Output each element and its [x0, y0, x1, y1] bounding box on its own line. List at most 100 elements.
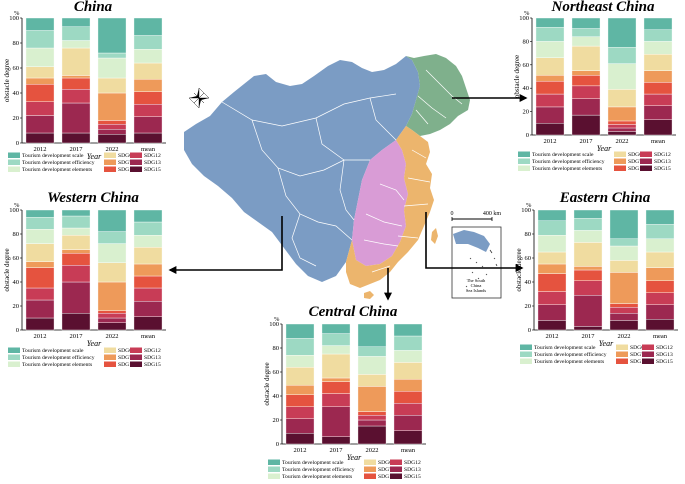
- region-western: [184, 56, 420, 282]
- bar-segment-sdg12-2017: [573, 280, 603, 296]
- legend-label: Tourism development scale: [22, 153, 84, 159]
- bar-segment-sdg15-2017: [61, 313, 91, 331]
- bar-segment-sdg13-2022: [607, 127, 637, 132]
- bar-segment-sdg7-mean: [393, 379, 423, 392]
- bar-segment-sdg12-2012: [537, 291, 567, 306]
- bar-segment-sdg15-2022: [607, 131, 637, 136]
- bar-segment-sdg12-2012: [25, 287, 55, 301]
- legend-swatch-sdg6: [364, 459, 376, 465]
- x-tick-label: 2017: [582, 333, 596, 340]
- bar-segment-sdg6-mean: [133, 62, 163, 80]
- chart-title: Northeast China: [551, 0, 655, 15]
- legend-swatch-sdg11: [104, 361, 116, 367]
- bar-segment-sdg3-mean: [643, 41, 673, 55]
- x-axis-label: Year: [87, 152, 102, 161]
- legend-swatch-sdg2: [518, 158, 530, 164]
- bar-segment-sdg15-2017: [61, 132, 91, 144]
- legend-swatch-sdg1: [520, 344, 532, 350]
- bar-segment-sdg1-mean: [643, 17, 673, 30]
- legend-swatch-sdg11: [104, 166, 116, 172]
- y-tick-label: 60: [523, 62, 530, 69]
- y-tick-label: 60: [13, 255, 20, 262]
- bar-segment-sdg6-2017: [571, 45, 601, 71]
- x-tick-label: 2012: [294, 447, 307, 454]
- bar-segment-sdg2-2012: [285, 338, 315, 356]
- x-tick-label: mean: [651, 138, 666, 145]
- legend-label: SDG6: [118, 348, 132, 354]
- inset-label-3: Sea Islands: [466, 288, 487, 293]
- x-tick-label: 2012: [34, 146, 47, 153]
- legend-label: SDG12: [144, 153, 161, 159]
- bar-segment-sdg12-2012: [285, 406, 315, 419]
- bar-segment-sdg13-mean: [643, 105, 673, 120]
- legend-swatch-sdg7: [614, 158, 626, 164]
- legend-label: Tourism development scale: [534, 345, 596, 351]
- y-axis-label: obstacle degree: [513, 55, 521, 98]
- bar-segment-sdg11-mean: [133, 275, 163, 289]
- bar-segment-sdg12-2017: [61, 265, 91, 283]
- scale-distance: 400 km: [483, 211, 502, 217]
- chart-title: Western China: [47, 190, 139, 206]
- bar-segment-sdg6-2022: [607, 89, 637, 108]
- bar-segment-sdg12-2012: [25, 101, 55, 116]
- bar-segment-sdg15-2012: [537, 320, 567, 331]
- compass-rose-icon: [188, 87, 210, 109]
- bar-segment-sdg7-2012: [537, 263, 567, 274]
- bar-segment-sdg2-mean: [643, 29, 673, 42]
- bar-segment-sdg13-2022: [609, 313, 639, 321]
- bar-segment-sdg6-mean: [645, 251, 675, 268]
- inset-label-2: China: [471, 283, 482, 288]
- bar-segment-sdg15-2017: [321, 436, 351, 445]
- bar-segment-sdg2-2022: [97, 231, 127, 244]
- y-unit: %: [524, 10, 530, 17]
- bar-segment-sdg11-2012: [285, 394, 315, 407]
- bar-segment-sdg11-2017: [571, 75, 601, 87]
- bar-segment-sdg15-mean: [133, 132, 163, 144]
- legend-label: SDG6: [378, 460, 392, 466]
- bar-segment-sdg6-2022: [357, 374, 387, 387]
- x-tick-label: mean: [653, 333, 668, 340]
- y-axis-label: obstacle degree: [263, 362, 271, 405]
- legend-swatch-sdg2: [8, 354, 20, 360]
- legend-label: Tourism development elements: [22, 167, 92, 173]
- chart-china: China% obstacle degree 0 20 40 60 80 100 2012 201…: [3, 0, 166, 173]
- legend-swatch-sdg7: [104, 354, 116, 360]
- x-tick-label: 2012: [546, 333, 559, 340]
- bar-segment-sdg2-2017: [321, 333, 351, 346]
- legend-label: SDG15: [404, 474, 421, 480]
- bar-segment-sdg2-2022: [97, 52, 127, 59]
- y-tick-label: 0: [276, 441, 279, 448]
- legend-label: SDG12: [654, 152, 671, 158]
- legend-swatch-sdg13: [640, 158, 652, 164]
- bar-segment-sdg13-2012: [285, 418, 315, 434]
- bar-segment-sdg2-mean: [393, 335, 423, 351]
- bar-segment-sdg6-2012: [535, 57, 565, 76]
- bar-segment-sdg1-2022: [607, 17, 637, 48]
- legend-label: Tourism development efficiency: [282, 466, 355, 473]
- bar-segment-sdg11-2022: [97, 120, 127, 125]
- legend-swatch-sdg6: [616, 344, 628, 350]
- legend-swatch-sdg6: [614, 151, 626, 157]
- chart-western-china: Western China% obstacle degree 0 20 40 60 80 10…: [3, 190, 166, 368]
- bar-segment-sdg12-2022: [97, 124, 127, 130]
- x-tick-label: 2022: [366, 447, 379, 454]
- bar-segment-sdg11-2012: [25, 267, 55, 289]
- legend-label: Tourism development scale: [282, 460, 344, 466]
- bar-segment-sdg1-2012: [25, 209, 55, 218]
- legend-swatch-sdg3: [8, 166, 20, 172]
- bar-segment-sdg2-mean: [133, 35, 163, 50]
- bar-segment-sdg11-2017: [61, 77, 91, 90]
- chart-central-china: Central China% obstacle degree 0 20 40 60 80 10…: [263, 304, 426, 480]
- y-tick-label: 80: [525, 231, 532, 238]
- y-tick-label: 40: [13, 90, 20, 97]
- legend-label: SDG15: [144, 167, 161, 173]
- legend-swatch-sdg1: [8, 347, 20, 353]
- bar-segment-sdg6-2012: [285, 367, 315, 386]
- legend-swatch-sdg13: [130, 354, 142, 360]
- inset-coast: [453, 230, 490, 252]
- bar-segment-sdg15-mean: [643, 119, 673, 136]
- bar-segment-sdg1-2022: [97, 209, 127, 232]
- legend-label: Tourism development elements: [282, 474, 352, 480]
- legend-label: SDG15: [144, 362, 161, 368]
